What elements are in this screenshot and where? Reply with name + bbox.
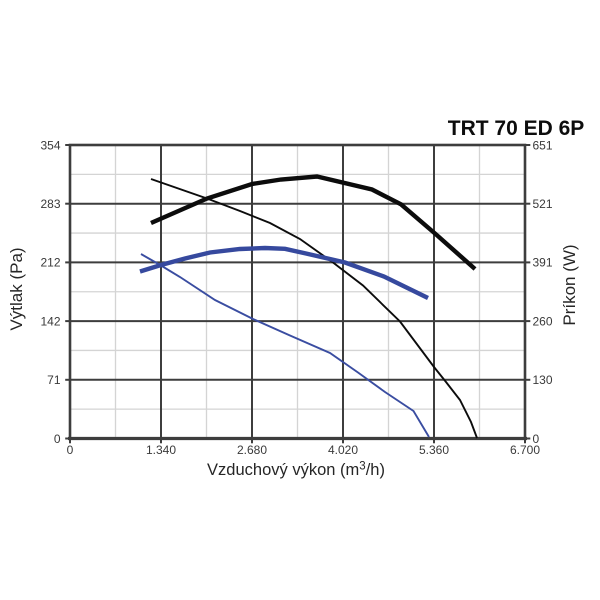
svg-text:0: 0 (67, 443, 74, 457)
svg-text:71: 71 (47, 373, 61, 387)
svg-text:Príkon (W): Príkon (W) (560, 244, 579, 325)
svg-text:6.700: 6.700 (510, 443, 540, 457)
svg-text:1.340: 1.340 (146, 443, 176, 457)
svg-text:Výtlak (Pa): Výtlak (Pa) (7, 247, 26, 330)
svg-text:TRT 70 ED 6P: TRT 70 ED 6P (448, 117, 585, 140)
svg-text:142: 142 (40, 314, 60, 328)
svg-text:5.360: 5.360 (419, 443, 449, 457)
svg-text:283: 283 (40, 197, 60, 211)
svg-text:0: 0 (533, 432, 540, 446)
svg-text:212: 212 (40, 256, 60, 270)
svg-text:651: 651 (533, 138, 553, 152)
svg-text:2.680: 2.680 (237, 443, 267, 457)
svg-text:4.020: 4.020 (328, 443, 358, 457)
svg-text:521: 521 (533, 197, 553, 211)
svg-text:391: 391 (533, 256, 553, 270)
svg-text:260: 260 (533, 314, 553, 328)
svg-text:0: 0 (54, 432, 61, 446)
svg-text:Vzduchový výkon (m3/h): Vzduchový výkon (m3/h) (207, 461, 385, 480)
svg-text:130: 130 (533, 373, 553, 387)
svg-text:354: 354 (40, 138, 60, 152)
